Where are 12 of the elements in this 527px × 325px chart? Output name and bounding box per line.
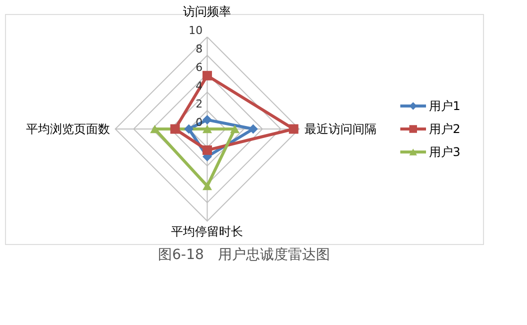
spoke-label: 平均停留时长 xyxy=(171,224,244,239)
y-tick-label: 2 xyxy=(196,98,203,111)
spoke-label: 最近访问间隔 xyxy=(304,122,377,136)
legend-label: 用户3 xyxy=(428,145,460,159)
legend-label: 用户2 xyxy=(428,122,460,136)
spoke-label: 平均浏览页面数 xyxy=(26,122,110,136)
spoke-label: 访问频率 xyxy=(183,4,232,19)
y-tick-label: 10 xyxy=(188,24,203,38)
y-tick-label: 6 xyxy=(196,60,203,74)
legend-label: 用户1 xyxy=(428,99,460,113)
y-tick-label: 8 xyxy=(196,42,203,56)
text: 图6-18 用户忠诚度雷达图 xyxy=(158,247,330,263)
